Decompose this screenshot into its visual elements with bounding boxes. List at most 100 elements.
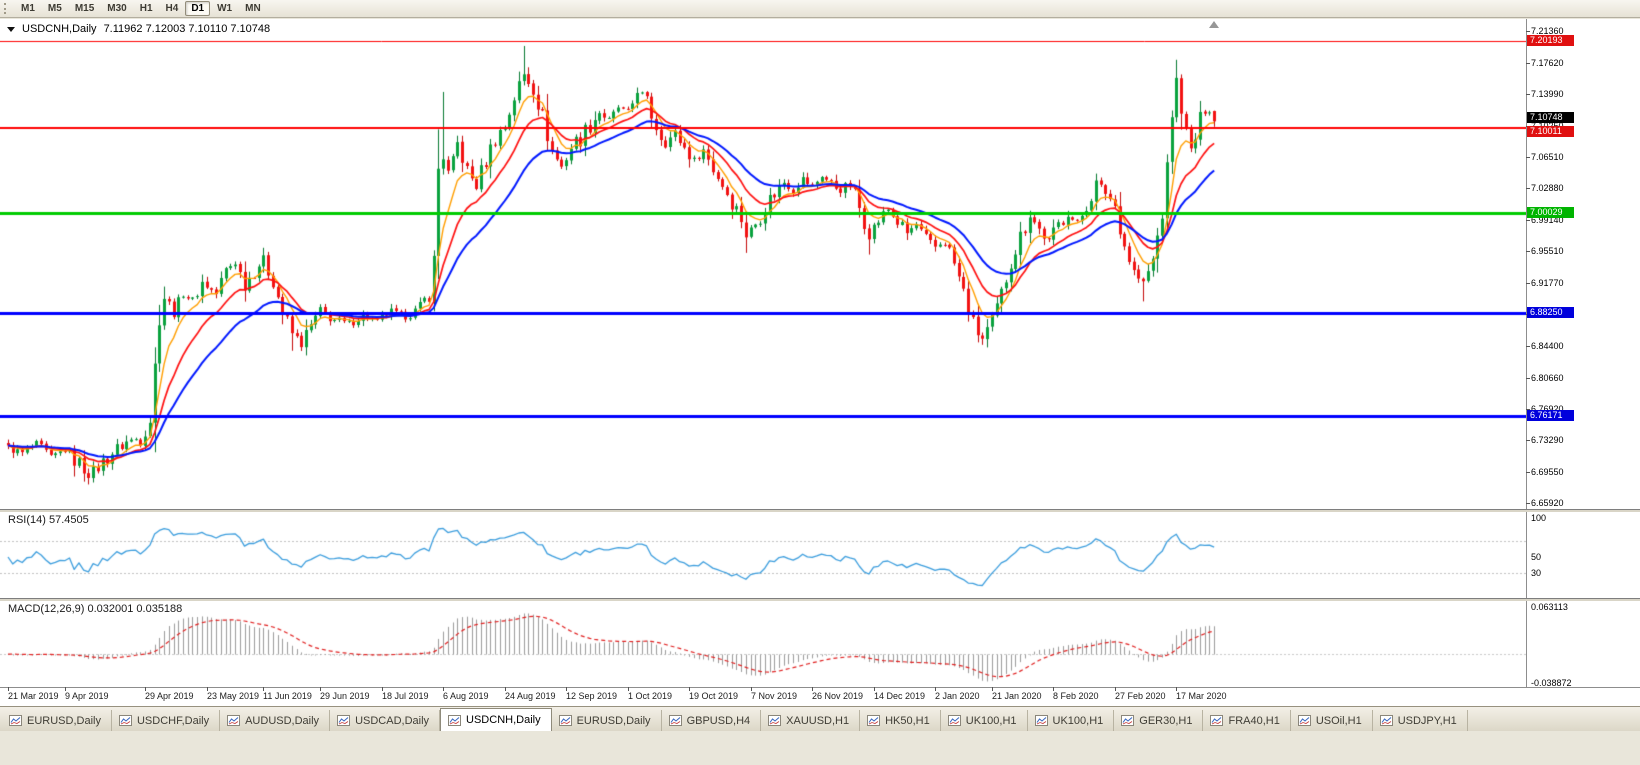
rsi-indicator-canvas[interactable] bbox=[0, 512, 1526, 598]
timeframe-button-D1[interactable]: D1 bbox=[185, 1, 211, 16]
time-axis-label: 2 Jan 2020 bbox=[935, 691, 980, 701]
price-axis-tick bbox=[1526, 409, 1530, 410]
time-axis-tick bbox=[628, 687, 629, 691]
price-axis-label: 7.02880 bbox=[1531, 183, 1564, 194]
price-axis-label: 6.65920 bbox=[1531, 498, 1564, 508]
chart-tab-EURUSD-Daily[interactable]: EURUSD,Daily bbox=[552, 710, 662, 731]
time-axis-label: 1 Oct 2019 bbox=[628, 691, 673, 701]
chart-title: USDCNH,Daily 7.11962 7.12003 7.10110 7.1… bbox=[7, 23, 270, 35]
chart-tab-FRA40-H1[interactable]: FRA40,H1 bbox=[1203, 710, 1291, 731]
time-axis-label: 19 Oct 2019 bbox=[689, 691, 739, 701]
time-axis-tick bbox=[812, 687, 813, 691]
tab-chart-icon bbox=[227, 715, 241, 726]
time-axis-label: 9 Apr 2019 bbox=[65, 691, 109, 701]
rsi-axis-label: 50 bbox=[1531, 552, 1542, 562]
price-axis-tick bbox=[1526, 440, 1530, 441]
rsi-axis-label: 30 bbox=[1531, 567, 1542, 578]
timeframe-button-H1[interactable]: H1 bbox=[139, 3, 153, 14]
price-axis-label: 6.84400 bbox=[1531, 340, 1564, 351]
time-axis-tick bbox=[8, 687, 9, 691]
time-axis-tick bbox=[320, 687, 321, 691]
time-axis-label: 27 Feb 2020 bbox=[1115, 691, 1166, 701]
macd-axis-max-label: 0.063113 bbox=[1531, 602, 1568, 612]
price-axis-tick bbox=[1526, 251, 1530, 252]
time-axis-tick bbox=[689, 687, 690, 691]
time-axis-tick bbox=[145, 687, 146, 691]
price-axis-tick bbox=[1526, 63, 1530, 64]
tab-chart-icon bbox=[337, 715, 351, 726]
time-axis-tick bbox=[935, 687, 936, 691]
chart-tab-EURUSD-Daily[interactable]: EURUSD,Daily bbox=[2, 710, 112, 731]
time-axis-label: 26 Nov 2019 bbox=[812, 691, 864, 701]
price-axis-label: 6.95510 bbox=[1531, 246, 1564, 257]
chart-tabs: EURUSD,Daily USDCHF,Daily AUDUSD,Daily USDC… bbox=[0, 706, 1640, 731]
price-axis-label: 7.13990 bbox=[1531, 88, 1564, 99]
timeframe-button-M1[interactable]: M1 bbox=[21, 3, 35, 14]
chart-tab-GER30-H1[interactable]: GER30,H1 bbox=[1114, 710, 1204, 731]
chart-symbol: USDCNH,Daily bbox=[22, 23, 97, 35]
timeframe-button-M15[interactable]: M15 bbox=[74, 3, 95, 14]
time-axis-label: 29 Apr 2019 bbox=[145, 691, 194, 701]
chart-tab-USDCNH-Daily[interactable]: USDCNH,Daily bbox=[440, 708, 552, 731]
chart-shift-marker-icon[interactable] bbox=[1209, 21, 1219, 28]
chart-tab-USOil-H1[interactable]: USOil,H1 bbox=[1291, 710, 1373, 731]
time-axis-tick bbox=[1053, 687, 1054, 691]
time-axis-tick bbox=[566, 687, 567, 691]
support-level-badge: 6.76171 bbox=[1527, 410, 1574, 422]
chart-tab-AUDUSD-Daily[interactable]: AUDUSD,Daily bbox=[220, 710, 331, 731]
timeframe-button-MN[interactable]: MN bbox=[245, 3, 261, 14]
support-level-badge: 7.00029 bbox=[1527, 207, 1574, 219]
timeframe-button-M30[interactable]: M30 bbox=[107, 3, 127, 14]
pane-divider[interactable] bbox=[0, 509, 1640, 512]
resistance-level-badge: 7.20193 bbox=[1527, 35, 1574, 47]
tab-label: AUDUSD,Daily bbox=[245, 714, 320, 727]
price-axis-tick bbox=[1526, 157, 1530, 158]
chart-tab-HK50-H1[interactable]: HK50,H1 bbox=[860, 710, 941, 731]
toolbar-grip-icon[interactable] bbox=[4, 3, 8, 14]
rsi-indicator-label: RSI(14) 57.4505 bbox=[8, 514, 89, 526]
time-axis-label: 12 Sep 2019 bbox=[566, 691, 618, 701]
main-chart-canvas[interactable] bbox=[0, 19, 1526, 509]
timeframe-button-W1[interactable]: W1 bbox=[217, 3, 233, 14]
time-axis-label: 6 Aug 2019 bbox=[443, 691, 489, 701]
chart-ohlc-values: 7.11962 7.12003 7.10110 7.10748 bbox=[103, 23, 271, 35]
timeframe-button-M5[interactable]: M5 bbox=[47, 3, 62, 14]
macd-indicator-canvas[interactable] bbox=[0, 601, 1526, 687]
tab-label: UK100,H1 bbox=[1052, 714, 1104, 727]
chart-tab-USDJPY-H1[interactable]: USDJPY,H1 bbox=[1373, 710, 1468, 731]
pane-divider[interactable] bbox=[0, 598, 1640, 601]
time-axis-label: 21 Jan 2020 bbox=[992, 691, 1042, 701]
time-axis-tick bbox=[751, 687, 752, 691]
timeframe-button-H4[interactable]: H4 bbox=[165, 3, 179, 14]
tab-label: GBPUSD,H4 bbox=[686, 714, 751, 727]
time-axis-tick bbox=[382, 687, 383, 691]
tab-chart-icon bbox=[118, 715, 132, 726]
price-axis-tick bbox=[1526, 220, 1530, 221]
chart-tab-USDCAD-Daily[interactable]: USDCAD,Daily bbox=[330, 710, 441, 731]
rsi-axis-label: 100 bbox=[1531, 513, 1547, 523]
chart-tab-XAUUSD-H1[interactable]: XAUUSD,H1 bbox=[761, 710, 861, 731]
price-axis-label: 6.99140 bbox=[1531, 215, 1564, 226]
time-axis-label: 21 Mar 2019 bbox=[8, 691, 59, 701]
tab-label: UK100,H1 bbox=[965, 714, 1017, 727]
tab-label: USDJPY,H1 bbox=[1397, 714, 1457, 727]
chart-tab-UK100-H1[interactable]: UK100,H1 bbox=[1028, 710, 1115, 731]
one-click-trading-toggle-icon[interactable] bbox=[7, 27, 15, 32]
chart-tab-UK100-H1[interactable]: UK100,H1 bbox=[941, 710, 1028, 731]
price-axis-label: 7.06510 bbox=[1531, 152, 1564, 163]
tab-chart-icon bbox=[768, 715, 782, 726]
price-axis-tick bbox=[1526, 346, 1530, 347]
current-price-badge: 7.10748 bbox=[1527, 111, 1574, 123]
tab-chart-icon bbox=[9, 715, 22, 726]
chart-tab-USDCHF-Daily[interactable]: USDCHF,Daily bbox=[112, 710, 221, 731]
tab-label: EURUSD,Daily bbox=[27, 714, 101, 727]
tab-label: EURUSD,Daily bbox=[576, 714, 651, 727]
time-axis-tick bbox=[443, 687, 444, 691]
tab-label: USOil,H1 bbox=[1315, 714, 1362, 727]
price-axis-label: 6.80660 bbox=[1531, 372, 1564, 383]
time-axis-tick bbox=[874, 687, 875, 691]
price-axis-border bbox=[1526, 19, 1527, 687]
price-axis-tick bbox=[1526, 503, 1530, 504]
chart-tab-GBPUSD-H4[interactable]: GBPUSD,H4 bbox=[662, 710, 762, 731]
